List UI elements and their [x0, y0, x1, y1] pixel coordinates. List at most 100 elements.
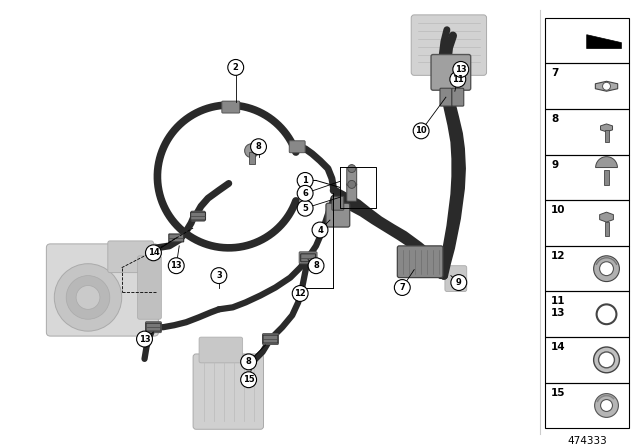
- Bar: [545, 337, 629, 383]
- FancyBboxPatch shape: [169, 234, 184, 242]
- Text: 9: 9: [456, 278, 461, 287]
- Circle shape: [228, 60, 244, 75]
- Circle shape: [251, 139, 266, 155]
- Circle shape: [413, 123, 429, 139]
- Circle shape: [297, 200, 313, 216]
- Text: 14: 14: [148, 248, 159, 257]
- Circle shape: [348, 164, 356, 172]
- Text: 8: 8: [255, 142, 261, 151]
- Text: 11: 11: [452, 75, 464, 84]
- Text: 14: 14: [551, 342, 566, 352]
- Text: 10: 10: [551, 205, 566, 215]
- Text: 15: 15: [243, 375, 255, 384]
- Circle shape: [297, 172, 313, 188]
- FancyBboxPatch shape: [440, 88, 452, 106]
- Text: 12: 12: [551, 251, 566, 261]
- Bar: [605, 130, 609, 142]
- Polygon shape: [587, 34, 621, 48]
- Text: 15: 15: [551, 388, 566, 398]
- FancyBboxPatch shape: [191, 212, 205, 220]
- FancyBboxPatch shape: [301, 254, 316, 262]
- Circle shape: [168, 258, 184, 274]
- FancyBboxPatch shape: [146, 323, 161, 331]
- Text: 10: 10: [415, 126, 427, 135]
- Circle shape: [596, 304, 616, 324]
- Text: 12: 12: [294, 289, 306, 298]
- Text: 1: 1: [302, 176, 308, 185]
- Text: 3: 3: [216, 271, 221, 280]
- FancyBboxPatch shape: [193, 354, 264, 429]
- Circle shape: [244, 144, 259, 158]
- FancyBboxPatch shape: [452, 88, 464, 106]
- Bar: [545, 383, 629, 428]
- Circle shape: [598, 352, 614, 368]
- FancyBboxPatch shape: [199, 337, 243, 363]
- Circle shape: [241, 372, 257, 388]
- Circle shape: [451, 275, 467, 290]
- FancyBboxPatch shape: [431, 55, 470, 90]
- Circle shape: [241, 354, 257, 370]
- Text: 8: 8: [313, 261, 319, 270]
- FancyBboxPatch shape: [412, 15, 486, 75]
- FancyBboxPatch shape: [332, 196, 344, 210]
- Text: 13: 13: [170, 261, 182, 270]
- Circle shape: [54, 264, 122, 331]
- FancyBboxPatch shape: [191, 211, 205, 221]
- FancyBboxPatch shape: [263, 335, 278, 343]
- Bar: [604, 169, 609, 185]
- Circle shape: [394, 280, 410, 295]
- FancyBboxPatch shape: [397, 246, 443, 278]
- FancyBboxPatch shape: [289, 141, 305, 153]
- FancyBboxPatch shape: [138, 256, 161, 319]
- Circle shape: [601, 309, 612, 320]
- Circle shape: [594, 256, 620, 281]
- Circle shape: [453, 61, 468, 78]
- Circle shape: [145, 245, 161, 261]
- Circle shape: [211, 268, 227, 284]
- Bar: [545, 155, 629, 200]
- FancyBboxPatch shape: [347, 183, 356, 201]
- Circle shape: [450, 71, 466, 87]
- Bar: [545, 18, 629, 64]
- Circle shape: [348, 181, 356, 188]
- Text: 13: 13: [455, 65, 467, 74]
- Text: 2: 2: [233, 63, 239, 72]
- Text: 8: 8: [246, 358, 252, 366]
- Text: 7: 7: [551, 69, 558, 78]
- Text: 6: 6: [302, 189, 308, 198]
- FancyBboxPatch shape: [145, 322, 161, 332]
- Text: 13: 13: [139, 335, 150, 344]
- Circle shape: [312, 222, 328, 238]
- Circle shape: [136, 331, 152, 347]
- Polygon shape: [600, 124, 612, 132]
- FancyBboxPatch shape: [222, 101, 240, 113]
- FancyBboxPatch shape: [326, 203, 349, 227]
- Circle shape: [308, 258, 324, 274]
- Polygon shape: [600, 212, 613, 222]
- Circle shape: [76, 285, 100, 309]
- Bar: [545, 109, 629, 155]
- Text: 9: 9: [551, 159, 558, 170]
- Text: 7: 7: [399, 283, 405, 292]
- Circle shape: [297, 185, 313, 201]
- Text: 474333: 474333: [567, 436, 607, 446]
- Text: 5: 5: [302, 204, 308, 213]
- FancyBboxPatch shape: [108, 241, 154, 273]
- Bar: [605, 222, 609, 236]
- FancyBboxPatch shape: [445, 266, 467, 292]
- FancyBboxPatch shape: [299, 252, 317, 264]
- Text: 4: 4: [317, 225, 323, 234]
- Bar: [545, 64, 629, 109]
- Bar: [545, 292, 629, 337]
- Text: 8: 8: [551, 114, 558, 124]
- Circle shape: [594, 347, 620, 373]
- Bar: [545, 200, 629, 246]
- Circle shape: [600, 400, 612, 411]
- Circle shape: [595, 394, 618, 418]
- Text: 11
13: 11 13: [551, 297, 566, 318]
- Wedge shape: [596, 157, 618, 168]
- FancyBboxPatch shape: [262, 334, 278, 345]
- Circle shape: [292, 285, 308, 302]
- Circle shape: [600, 262, 614, 276]
- FancyBboxPatch shape: [347, 168, 356, 185]
